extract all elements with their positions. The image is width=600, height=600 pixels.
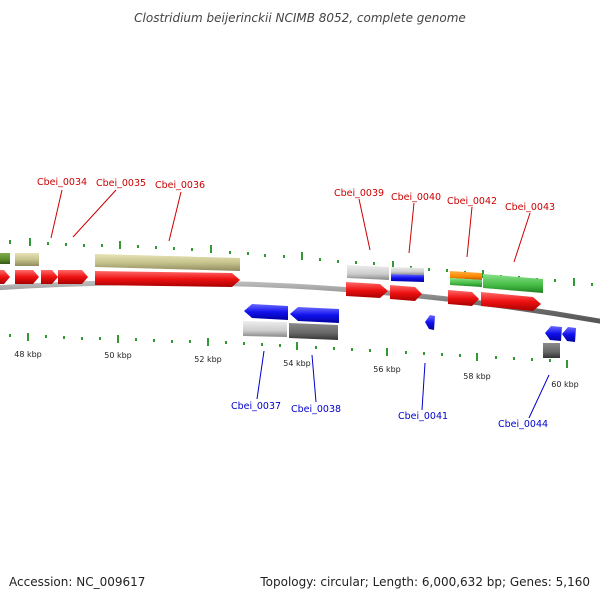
feature-block-blue[interactable] bbox=[391, 274, 424, 282]
accession-text: Accession: NC_009617 bbox=[9, 575, 145, 589]
cds-reverse-arrow[interactable] bbox=[425, 315, 435, 330]
reverse-cds-track bbox=[244, 304, 576, 342]
feature-block-green[interactable] bbox=[483, 274, 543, 293]
cds-reverse-arrow[interactable] bbox=[545, 326, 562, 341]
label-leaders bbox=[50, 189, 550, 419]
feature-block-khaki[interactable] bbox=[15, 253, 39, 266]
cds-forward-arrow[interactable] bbox=[0, 270, 10, 284]
feature-block-green[interactable] bbox=[450, 278, 482, 287]
gene-label[interactable]: Cbei_0040 bbox=[391, 192, 441, 203]
cds-forward-arrow[interactable] bbox=[58, 270, 88, 284]
cds-forward-arrow[interactable] bbox=[41, 270, 58, 284]
feature-block-orange[interactable] bbox=[450, 271, 482, 280]
gene-label[interactable]: Cbei_0034 bbox=[37, 177, 87, 188]
map-title: Clostridium beijerinckii NCIMB 8052, com… bbox=[134, 11, 466, 25]
cds-reverse-arrow[interactable] bbox=[562, 327, 576, 342]
inner-feature-track bbox=[243, 321, 560, 358]
feature-block-dark[interactable] bbox=[543, 343, 560, 358]
scale-label: 60 kbp bbox=[551, 380, 579, 389]
feature-block-grey[interactable] bbox=[347, 265, 389, 280]
scale-labels: 48 kbp 50 kbp 52 kbp 54 kbp 56 kbp 58 kb… bbox=[14, 350, 579, 389]
gene-label[interactable]: Cbei_0039 bbox=[334, 188, 384, 199]
gene-labels: Cbei_0034 Cbei_0035 Cbei_0036 Cbei_0039 … bbox=[37, 177, 555, 430]
cds-forward-arrow[interactable] bbox=[346, 282, 388, 298]
scale-label: 56 kbp bbox=[373, 365, 401, 374]
cds-reverse-arrow[interactable] bbox=[244, 304, 288, 320]
feature-block-grey[interactable] bbox=[243, 321, 287, 337]
forward-cds-track bbox=[0, 270, 541, 311]
outer-feature-track bbox=[0, 253, 543, 293]
feature-block-khaki[interactable] bbox=[95, 254, 240, 271]
cds-forward-arrow[interactable] bbox=[390, 285, 422, 301]
feature-block-olive[interactable] bbox=[0, 253, 10, 264]
genome-summary-text: Topology: circular; Length: 6,000,632 bp… bbox=[259, 575, 590, 589]
gene-label[interactable]: Cbei_0042 bbox=[447, 196, 497, 207]
gene-label[interactable]: Cbei_0044 bbox=[498, 419, 548, 430]
scale-label: 52 kbp bbox=[194, 355, 222, 364]
cds-forward-arrow[interactable] bbox=[481, 292, 541, 311]
gene-label[interactable]: Cbei_0035 bbox=[96, 178, 146, 189]
gene-label[interactable]: Cbei_0038 bbox=[291, 404, 341, 415]
cds-forward-arrow[interactable] bbox=[95, 271, 240, 287]
gene-label[interactable]: Cbei_0037 bbox=[231, 401, 281, 412]
scale-label: 54 kbp bbox=[283, 359, 311, 368]
gene-label[interactable]: Cbei_0041 bbox=[398, 411, 448, 422]
cds-forward-arrow[interactable] bbox=[448, 290, 479, 306]
cds-reverse-arrow[interactable] bbox=[290, 307, 339, 323]
scale-label: 48 kbp bbox=[14, 350, 42, 359]
feature-block-grey[interactable] bbox=[391, 267, 424, 275]
scale-label: 50 kbp bbox=[104, 351, 132, 360]
feature-block-dark[interactable] bbox=[289, 323, 338, 340]
scale-label: 58 kbp bbox=[463, 372, 491, 381]
inner-tick-row bbox=[9, 333, 568, 368]
gene-label[interactable]: Cbei_0036 bbox=[155, 180, 205, 191]
cds-forward-arrow[interactable] bbox=[15, 270, 39, 284]
gene-label[interactable]: Cbei_0043 bbox=[505, 202, 555, 213]
